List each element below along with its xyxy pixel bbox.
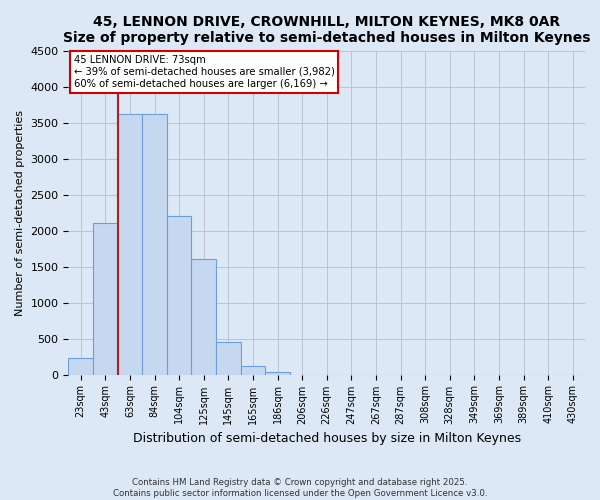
Text: Contains HM Land Registry data © Crown copyright and database right 2025.
Contai: Contains HM Land Registry data © Crown c… bbox=[113, 478, 487, 498]
Bar bbox=[216, 342, 241, 374]
Text: 45 LENNON DRIVE: 73sqm
← 39% of semi-detached houses are smaller (3,982)
60% of : 45 LENNON DRIVE: 73sqm ← 39% of semi-det… bbox=[74, 56, 334, 88]
Bar bbox=[265, 372, 290, 374]
Bar bbox=[68, 358, 93, 374]
Bar bbox=[118, 114, 142, 374]
Bar bbox=[191, 260, 216, 374]
Bar bbox=[167, 216, 191, 374]
X-axis label: Distribution of semi-detached houses by size in Milton Keynes: Distribution of semi-detached houses by … bbox=[133, 432, 521, 445]
Title: 45, LENNON DRIVE, CROWNHILL, MILTON KEYNES, MK8 0AR
Size of property relative to: 45, LENNON DRIVE, CROWNHILL, MILTON KEYN… bbox=[63, 15, 590, 45]
Bar bbox=[93, 224, 118, 374]
Y-axis label: Number of semi-detached properties: Number of semi-detached properties bbox=[15, 110, 25, 316]
Bar bbox=[142, 114, 167, 374]
Bar bbox=[241, 366, 265, 374]
